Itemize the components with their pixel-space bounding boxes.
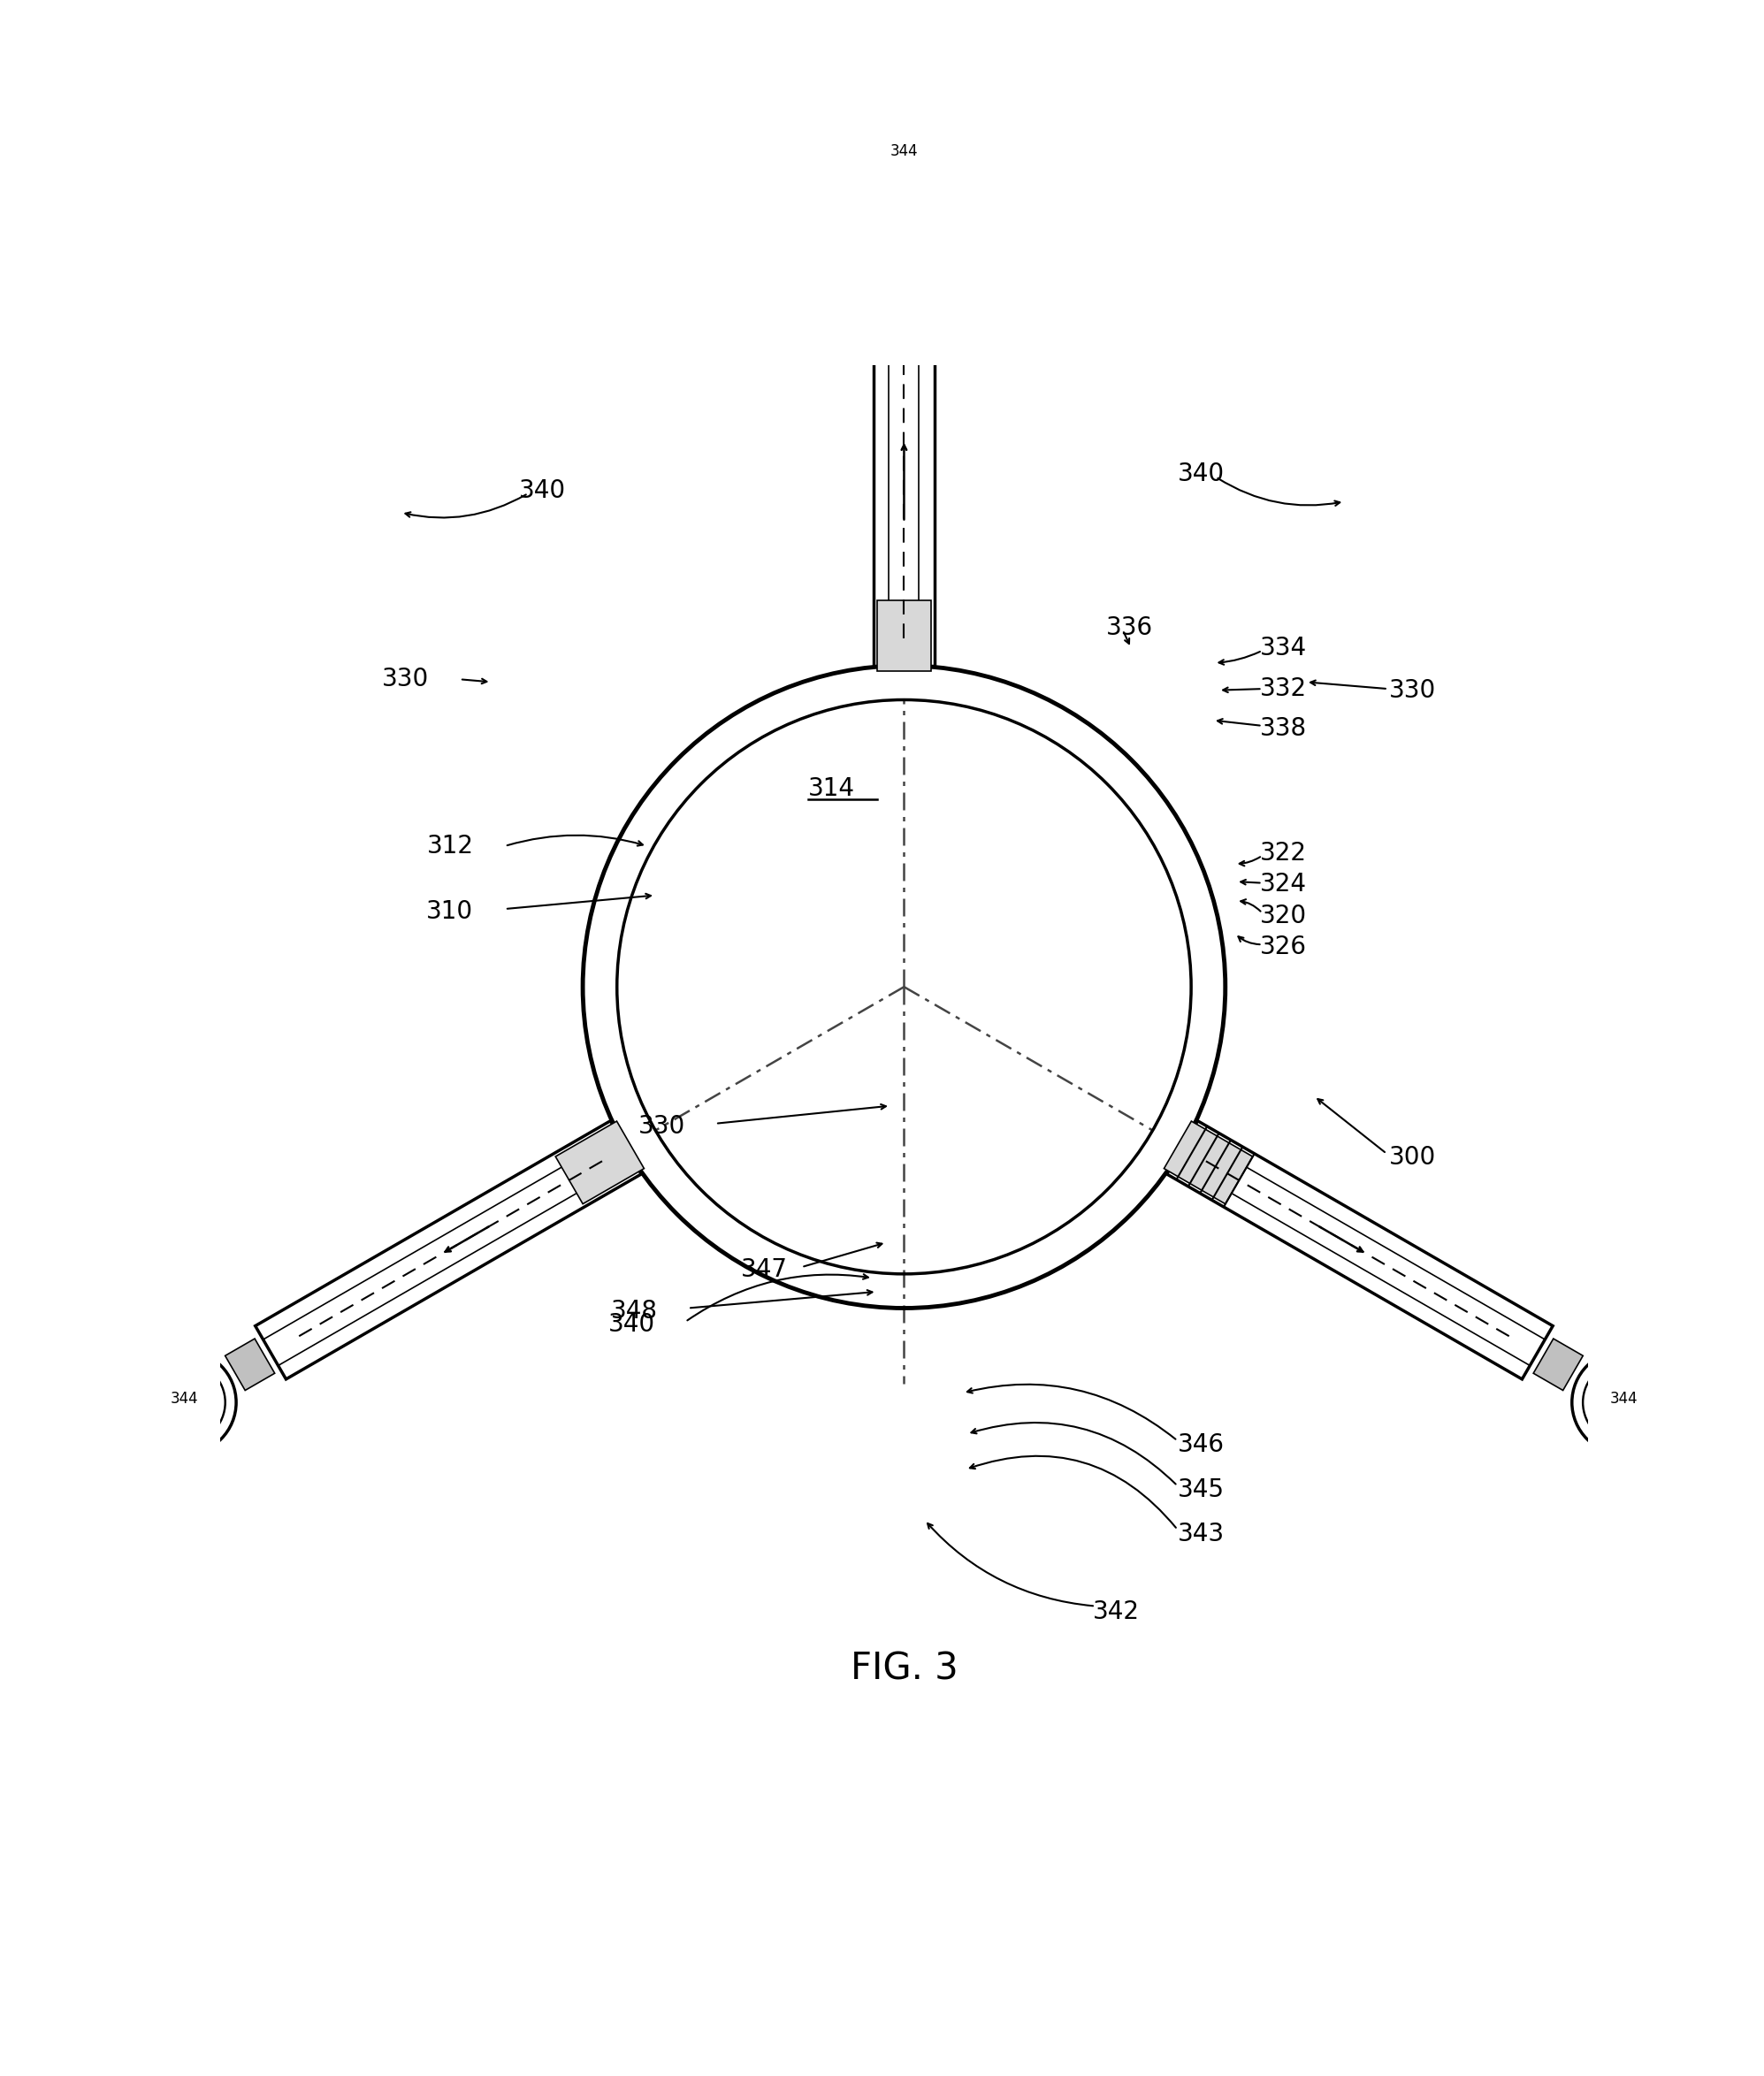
Circle shape	[132, 1351, 236, 1455]
Text: 344: 344	[891, 143, 917, 160]
Text: 345: 345	[1178, 1478, 1224, 1503]
Text: 320: 320	[1259, 903, 1307, 928]
Polygon shape	[556, 1121, 644, 1204]
Circle shape	[852, 104, 956, 208]
Text: 338: 338	[1259, 716, 1307, 741]
Text: 314: 314	[808, 776, 856, 801]
Text: 326: 326	[1259, 934, 1307, 959]
Circle shape	[1582, 1362, 1665, 1443]
Polygon shape	[878, 0, 930, 98]
Polygon shape	[884, 214, 924, 249]
Text: 340: 340	[609, 1312, 654, 1337]
Text: FIG. 3: FIG. 3	[850, 1650, 958, 1688]
Text: 344: 344	[1611, 1391, 1637, 1405]
Text: 347: 347	[741, 1258, 789, 1283]
Text: 343: 343	[1178, 1522, 1224, 1547]
Text: 340: 340	[519, 477, 566, 502]
Polygon shape	[873, 255, 935, 666]
Text: 342: 342	[1092, 1599, 1140, 1623]
Polygon shape	[1168, 1121, 1552, 1378]
Polygon shape	[226, 1339, 275, 1391]
Text: 344: 344	[171, 1391, 198, 1405]
Text: 330: 330	[381, 666, 429, 691]
Text: 330: 330	[639, 1115, 684, 1138]
Text: 336: 336	[1106, 614, 1154, 639]
Polygon shape	[877, 600, 931, 671]
Text: 330: 330	[1390, 679, 1436, 702]
Text: 312: 312	[427, 835, 473, 859]
Polygon shape	[1533, 1339, 1582, 1391]
Text: 332: 332	[1259, 677, 1307, 702]
Text: 324: 324	[1259, 872, 1307, 897]
Circle shape	[143, 1362, 226, 1443]
Text: 346: 346	[1178, 1432, 1224, 1457]
Text: 348: 348	[610, 1298, 658, 1322]
Circle shape	[1572, 1351, 1676, 1455]
Polygon shape	[1164, 1121, 1252, 1204]
Text: 334: 334	[1259, 635, 1307, 660]
Text: 322: 322	[1259, 841, 1307, 866]
Text: 300: 300	[1390, 1146, 1436, 1171]
Text: 340: 340	[1178, 461, 1224, 486]
Circle shape	[582, 666, 1226, 1308]
Circle shape	[863, 114, 946, 197]
Polygon shape	[256, 1121, 640, 1378]
Text: 310: 310	[427, 899, 473, 924]
